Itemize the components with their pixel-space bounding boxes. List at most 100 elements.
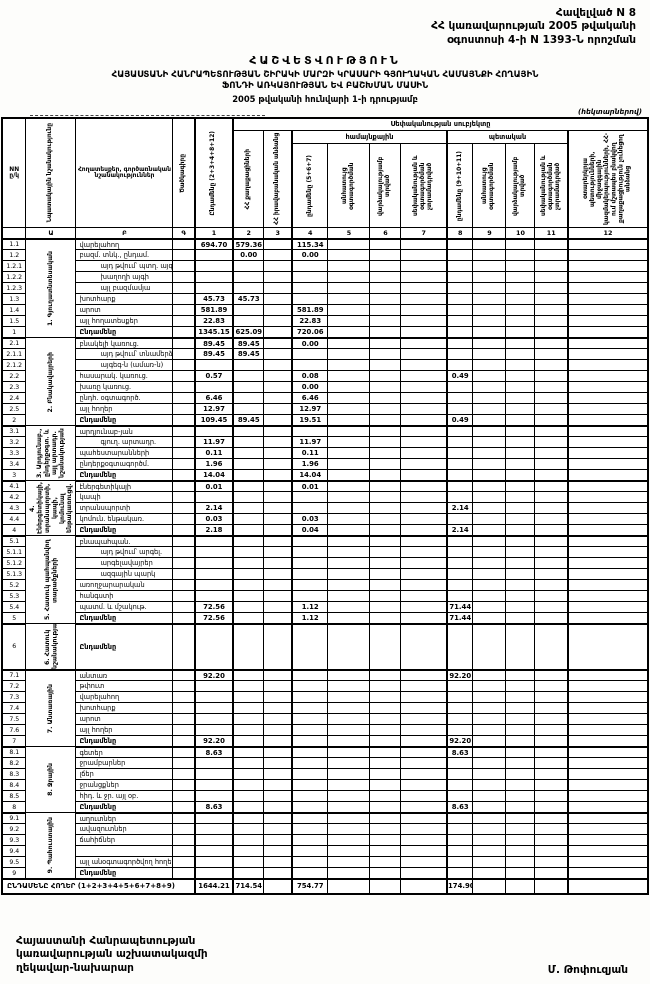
value-cell-c11 [534, 403, 569, 416]
value-cell-c5 [327, 746, 371, 759]
value-cell-c10 [505, 249, 536, 262]
value-cell-c4 [290, 779, 329, 792]
value-cell-c2 [232, 535, 265, 548]
value-cell-c3 [263, 623, 293, 671]
value-cell-c4 [290, 801, 329, 814]
value-cell-c1 [193, 845, 234, 858]
col-header-state-gratuitous-use-wrap: անհատույց օգտագործման [474, 146, 505, 226]
row-number: 5.1 [1, 535, 27, 548]
value-cell-c1: 72.56 [193, 601, 234, 614]
value-cell-c11 [534, 590, 569, 603]
value-cell-c10 [505, 601, 536, 614]
value-cell-c11 [534, 713, 569, 726]
value-cell-c10 [505, 282, 536, 295]
value-cell-c6 [369, 779, 402, 792]
col-header-foreign-wrap: օտարերկրյա պետությունների, միջազգային կա… [570, 132, 647, 226]
value-cell-c1 [193, 713, 234, 726]
value-cell-c6 [369, 447, 402, 460]
grand-value-cell-c4: 754.77 [290, 877, 329, 895]
table-row: 9.5 այլ անօգտագործվող հողեր [1, 856, 649, 869]
value-cell-c2 [232, 568, 265, 581]
row-number: 2.5 [1, 403, 27, 416]
value-cell-c6 [369, 579, 402, 592]
value-cell-c12 [566, 271, 649, 284]
value-cell-c12 [566, 557, 649, 570]
value-cell-c3 [263, 381, 293, 394]
code-cell [172, 524, 196, 537]
row-label [75, 845, 174, 858]
grand-value-cell-c10 [505, 877, 536, 895]
section-label-wrap: 9. Պահուստային [27, 815, 75, 877]
value-cell-c4: 1.12 [290, 601, 329, 614]
table-row: 5.1.1 այդ թվում՝ արգել. [1, 546, 649, 559]
table-row: 2.5 այլ հողեր 12.97 12.97 [1, 403, 649, 416]
value-cell-c5 [327, 535, 371, 548]
value-cell-c11 [534, 282, 569, 295]
value-cell-c2 [232, 867, 265, 880]
value-cell-c10 [505, 568, 536, 581]
value-cell-c11 [534, 867, 569, 880]
code-cell [172, 669, 196, 682]
value-cell-c6 [369, 823, 402, 836]
value-cell-c12 [566, 746, 649, 759]
grand-value-cell-c11 [534, 877, 569, 895]
value-cell-c4: 581.89 [290, 304, 329, 317]
value-cell-c1 [193, 768, 234, 781]
value-cell-c8 [445, 557, 474, 570]
value-cell-c10 [505, 746, 536, 759]
value-cell-c12 [566, 370, 649, 383]
value-cell-c4 [290, 557, 329, 570]
value-cell-c2 [232, 812, 265, 825]
value-cell-c1 [193, 691, 234, 704]
value-cell-c1 [193, 823, 234, 836]
row-number: 1 [1, 326, 27, 339]
col-letter: Գ [172, 227, 196, 240]
value-cell-c3 [263, 669, 293, 682]
value-cell-c1 [193, 568, 234, 581]
value-cell-c4 [290, 271, 329, 284]
section-label-text: 4. Էներգետիկայի, տրանսպորտի, կապի, կոմու… [28, 481, 73, 534]
table-row: 9.2 ավազուտներ [1, 823, 649, 836]
value-cell-c1: 22.83 [193, 315, 234, 328]
row-number: 2.2 [1, 370, 27, 383]
value-cell-c3 [263, 370, 293, 383]
value-cell-c10 [505, 469, 536, 482]
section-label-text: 6. Հատուկ նշանակության [43, 623, 58, 669]
value-cell-c1: 6.46 [193, 392, 234, 405]
table-row: 1.2.1 այդ թվում՝ պտղ. այգի [1, 260, 649, 273]
row-label: առողջարարական [75, 579, 174, 592]
value-cell-c1 [193, 702, 234, 715]
value-cell-c2 [232, 381, 265, 394]
code-cell [172, 612, 196, 625]
group-header-state: պետական [445, 130, 569, 145]
col-header-state-not-granted-wrap: սեփականության և օգտագործման չտրամադրված [536, 146, 567, 226]
row-number: 8.1 [1, 746, 27, 759]
value-cell-c4 [290, 735, 329, 748]
code-cell [172, 713, 196, 726]
value-cell-c7 [400, 348, 448, 361]
value-cell-c10 [505, 612, 536, 625]
value-cell-c1: 14.04 [193, 469, 234, 482]
value-cell-c8 [445, 469, 474, 482]
value-cell-c2 [232, 579, 265, 592]
value-cell-c1 [193, 856, 234, 869]
value-cell-c2 [232, 801, 265, 814]
code-cell [172, 601, 196, 614]
value-cell-c8 [445, 447, 474, 460]
value-cell-c12 [566, 669, 649, 682]
code-cell [172, 260, 196, 273]
value-cell-c4: 0.00 [290, 381, 329, 394]
value-cell-c12 [566, 535, 649, 548]
value-cell-c1: 2.18 [193, 524, 234, 537]
value-cell-c6 [369, 392, 402, 405]
row-label: խոտհարք [75, 293, 174, 306]
value-cell-c9 [472, 535, 507, 548]
table-row: 4.3 տրանսպորտի 2.14 2.14 [1, 502, 649, 515]
value-cell-c2 [232, 260, 265, 273]
section-label-text: 5. Հատուկ պահպանվող տարածքների [43, 539, 58, 621]
value-cell-c1 [193, 680, 234, 693]
value-cell-c2 [232, 768, 265, 781]
value-cell-c2 [232, 502, 265, 515]
value-cell-c5 [327, 568, 371, 581]
value-cell-c12 [566, 403, 649, 416]
